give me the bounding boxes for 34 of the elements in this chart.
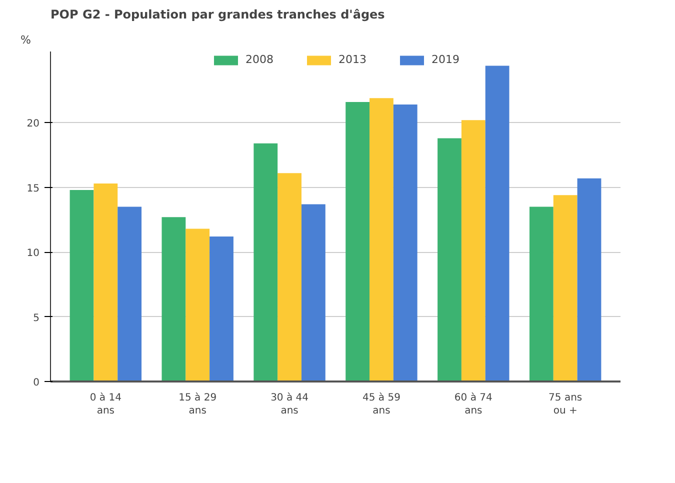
y-tick-label: 5 (33, 312, 40, 324)
bar (370, 98, 394, 382)
legend-label: 2008 (246, 53, 274, 66)
y-axis-title: % (20, 34, 31, 46)
y-tick-label: 0 (33, 378, 40, 388)
bar (94, 184, 118, 382)
chart-title: POP G2 - Population par grandes tranches d'âges (50, 8, 385, 22)
x-tick-label: 60 à 74 ans (454, 392, 492, 417)
bar (485, 66, 510, 382)
y-tick-label: 20 (26, 118, 40, 130)
legend-label: 2013 (338, 53, 366, 66)
bar (393, 104, 418, 382)
x-tick-label: 0 à 14 ans (90, 392, 122, 417)
bar (529, 206, 554, 382)
x-tick-label: 15 à 29 ans (178, 392, 217, 417)
y-tick-label: 15 (26, 183, 40, 194)
bar (70, 190, 94, 382)
x-tick-label: 30 à 44 ans (270, 392, 308, 417)
bar (461, 120, 486, 382)
bar (278, 173, 302, 382)
bar (301, 204, 326, 382)
bar (118, 206, 142, 382)
y-tick-label: 10 (26, 248, 40, 260)
x-tick-label: 75 ans ou + (548, 392, 582, 417)
bar (254, 143, 278, 382)
bar (438, 138, 462, 382)
bar (186, 228, 210, 382)
legend-label: 2019 (432, 53, 460, 66)
bar (162, 217, 186, 382)
bar (553, 195, 578, 382)
bar (577, 178, 602, 382)
bar (346, 102, 370, 382)
bar (210, 236, 234, 382)
x-tick-label: 45 à 59 ans (362, 392, 400, 417)
